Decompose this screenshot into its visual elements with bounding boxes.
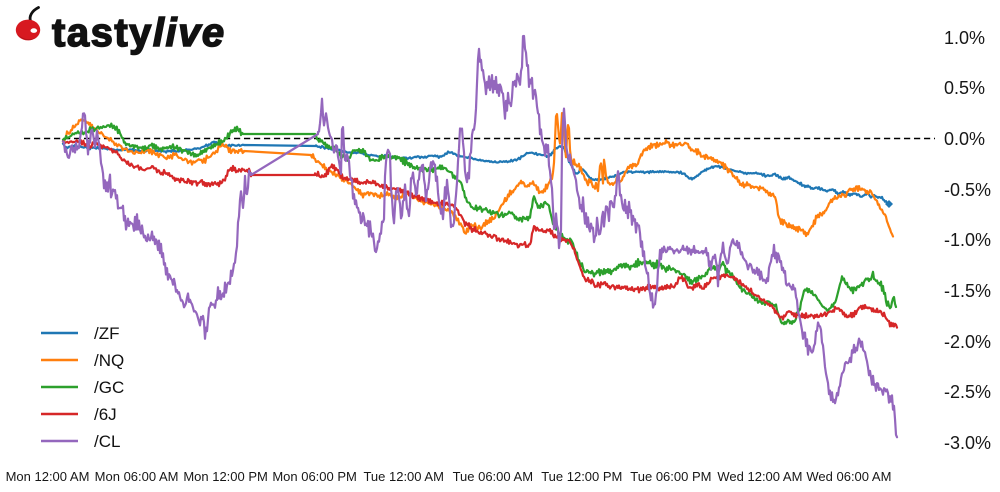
svg-text:Tue 06:00 AM: Tue 06:00 AM xyxy=(453,469,533,484)
svg-text:-2.5%: -2.5% xyxy=(944,382,991,402)
svg-text:0.5%: 0.5% xyxy=(944,78,985,98)
svg-text:tastylive: tastylive xyxy=(52,11,226,55)
svg-text:1.0%: 1.0% xyxy=(944,28,985,48)
svg-text:Tue 12:00 AM: Tue 12:00 AM xyxy=(363,469,443,484)
svg-text:-2.0%: -2.0% xyxy=(944,332,991,352)
svg-text:/6J: /6J xyxy=(94,405,117,424)
svg-text:Mon 06:00 PM: Mon 06:00 PM xyxy=(272,469,357,484)
svg-text:-1.5%: -1.5% xyxy=(944,281,991,301)
svg-text:Wed 12:00 AM: Wed 12:00 AM xyxy=(717,469,802,484)
svg-text:-0.5%: -0.5% xyxy=(944,180,991,200)
svg-text:Mon 12:00 AM: Mon 12:00 AM xyxy=(6,469,90,484)
svg-text:Tue 06:00 PM: Tue 06:00 PM xyxy=(630,469,711,484)
svg-text:0.0%: 0.0% xyxy=(944,129,985,149)
svg-text:/NQ: /NQ xyxy=(94,351,124,370)
svg-text:-3.0%: -3.0% xyxy=(944,433,991,453)
svg-text:Mon 12:00 PM: Mon 12:00 PM xyxy=(183,469,268,484)
svg-text:Mon 06:00 AM: Mon 06:00 AM xyxy=(95,469,179,484)
svg-text:/GC: /GC xyxy=(94,378,124,397)
svg-text:-1.0%: -1.0% xyxy=(944,230,991,250)
svg-text:/ZF: /ZF xyxy=(94,324,120,343)
svg-text:Wed 06:00 AM: Wed 06:00 AM xyxy=(806,469,891,484)
svg-text:Tue 12:00 PM: Tue 12:00 PM xyxy=(541,469,622,484)
svg-text:/CL: /CL xyxy=(94,432,120,451)
